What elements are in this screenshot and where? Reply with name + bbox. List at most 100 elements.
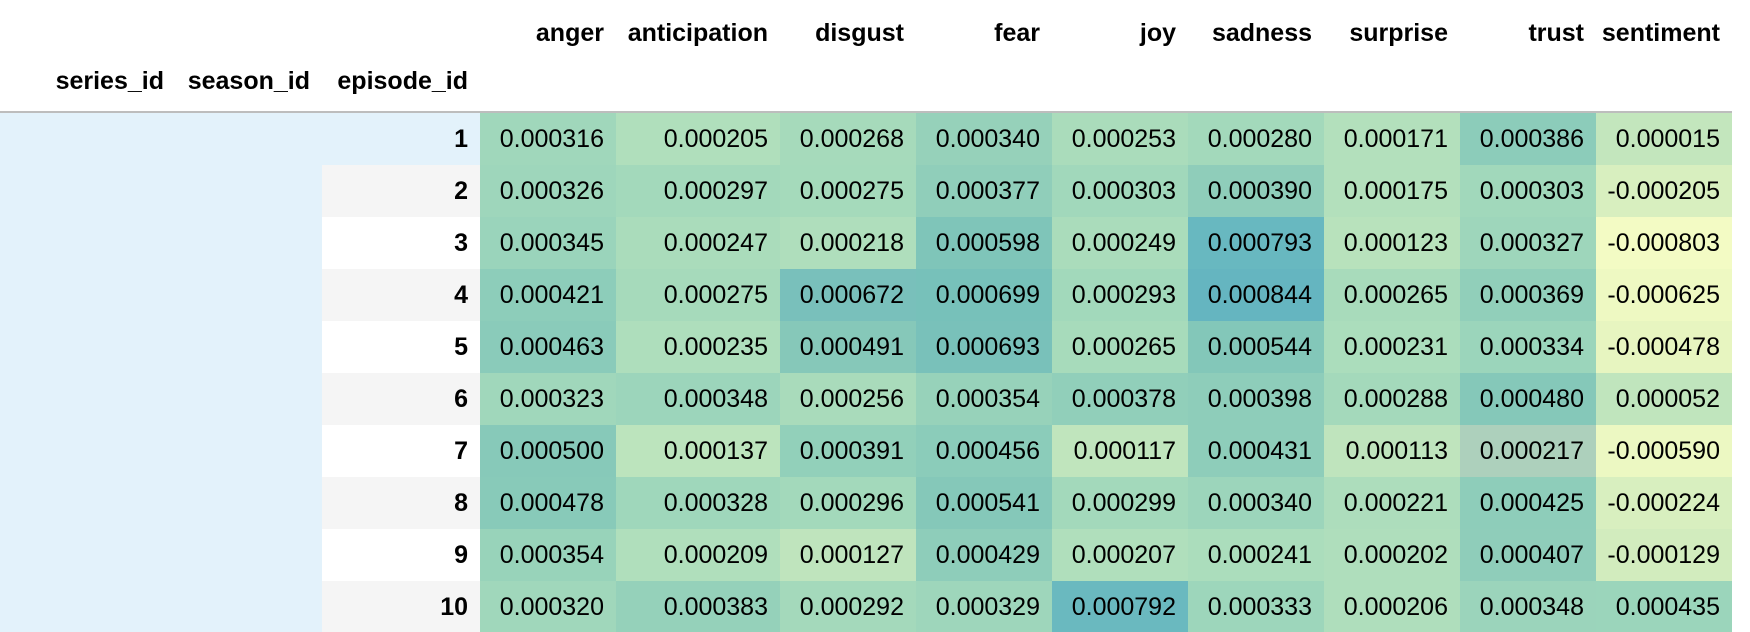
cell-anticipation: 0.000205: [616, 112, 780, 165]
column-header-anger: anger: [535, 19, 604, 47]
column-header-joy: joy: [1139, 19, 1176, 47]
cell-disgust: 0.000256: [780, 373, 916, 425]
index-name-episode-id: episode_id: [322, 67, 480, 113]
series-id-index-cell: [0, 217, 176, 269]
cell-joy: 0.000207: [1052, 529, 1188, 581]
episode-id-index-cell: 3: [322, 217, 480, 269]
season-id-index-cell: [176, 269, 322, 321]
season-id-index-cell: [176, 529, 322, 581]
cell-trust: 0.000303: [1460, 165, 1596, 217]
cell-sadness: 0.000431: [1188, 425, 1324, 477]
cell-joy: 0.000299: [1052, 477, 1188, 529]
column-header-sadness: sadness: [1211, 19, 1312, 47]
cell-disgust: 0.000127: [780, 529, 916, 581]
cell-joy: 0.000378: [1052, 373, 1188, 425]
season-id-index-cell: [176, 165, 322, 217]
cell-anger: 0.000323: [480, 373, 616, 425]
cell-anticipation: 0.000247: [616, 217, 780, 269]
season-id-index-cell: [176, 321, 322, 373]
dataframe-body: 1 0.000316 0.000205 0.000268 0.000340 0.00025…: [0, 112, 1732, 632]
cell-sadness: 0.000793: [1188, 217, 1324, 269]
season-id-index-cell: [176, 373, 322, 425]
cell-fear: 0.000699: [916, 269, 1052, 321]
index-name-row: series_id season_id episode_id: [0, 67, 1732, 113]
column-header-surprise: surprise: [1349, 19, 1448, 47]
table-row: 5 0.000463 0.000235 0.000491 0.000693 0.00026…: [0, 321, 1732, 373]
cell-sadness: 0.000398: [1188, 373, 1324, 425]
cell-joy: 0.000117: [1052, 425, 1188, 477]
table-row: 7 0.000500 0.000137 0.000391 0.000456 0.00011…: [0, 425, 1732, 477]
cell-surprise: 0.000175: [1324, 165, 1460, 217]
cell-sadness: 0.000241: [1188, 529, 1324, 581]
cell-fear: 0.000456: [916, 425, 1052, 477]
table-row: 8 0.000478 0.000328 0.000296 0.000541 0.00029…: [0, 477, 1732, 529]
index-name-season-id: season_id: [176, 67, 322, 113]
cell-sadness: 0.000544: [1188, 321, 1324, 373]
cell-fear: 0.000377: [916, 165, 1052, 217]
index-name-series-id: series_id: [0, 67, 176, 113]
cell-sadness: 0.000844: [1188, 269, 1324, 321]
episode-id-index-cell: 8: [322, 477, 480, 529]
cell-surprise: 0.000113: [1324, 425, 1460, 477]
column-header-disgust: disgust: [815, 19, 904, 47]
cell-trust: 0.000348: [1460, 581, 1596, 632]
cell-surprise: 0.000231: [1324, 321, 1460, 373]
cell-surprise: 0.000288: [1324, 373, 1460, 425]
blank-header-cell: [0, 0, 176, 67]
episode-id-index-cell: 9: [322, 529, 480, 581]
cell-anticipation: 0.000328: [616, 477, 780, 529]
cell-sadness: 0.000340: [1188, 477, 1324, 529]
cell-sentiment: -0.000478: [1596, 321, 1732, 373]
cell-anger: 0.000463: [480, 321, 616, 373]
series-id-index-cell: [0, 529, 176, 581]
cell-sentiment: -0.000803: [1596, 217, 1732, 269]
cell-trust: 0.000425: [1460, 477, 1596, 529]
column-header-fear: fear: [994, 19, 1040, 47]
season-id-index-cell: [176, 425, 322, 477]
cell-sentiment: 0.000435: [1596, 581, 1732, 632]
season-id-index-cell: [176, 217, 322, 269]
cell-joy: 0.000249: [1052, 217, 1188, 269]
series-id-index-cell: [0, 321, 176, 373]
series-id-index-cell: [0, 112, 176, 165]
cell-fear: 0.000541: [916, 477, 1052, 529]
cell-surprise: 0.000221: [1324, 477, 1460, 529]
series-id-index-cell: [0, 165, 176, 217]
cell-disgust: 0.000391: [780, 425, 916, 477]
episode-id-index-cell: 2: [322, 165, 480, 217]
cell-sentiment: -0.000224: [1596, 477, 1732, 529]
cell-anger: 0.000345: [480, 217, 616, 269]
cell-trust: 0.000386: [1460, 112, 1596, 165]
table-row: 10 0.000320 0.000383 0.000292 0.000329 0.0007…: [0, 581, 1732, 632]
cell-anticipation: 0.000209: [616, 529, 780, 581]
table-row: 6 0.000323 0.000348 0.000256 0.000354 0.00037…: [0, 373, 1732, 425]
season-id-index-cell: [176, 477, 322, 529]
season-id-index-cell: [176, 581, 322, 632]
cell-trust: 0.000217: [1460, 425, 1596, 477]
cell-surprise: 0.000202: [1324, 529, 1460, 581]
blank-header-cell: [176, 0, 322, 67]
cell-joy: 0.000265: [1052, 321, 1188, 373]
cell-joy: 0.000303: [1052, 165, 1188, 217]
cell-surprise: 0.000123: [1324, 217, 1460, 269]
table-row: 1 0.000316 0.000205 0.000268 0.000340 0.00025…: [0, 112, 1732, 165]
series-id-index-cell: [0, 373, 176, 425]
cell-anticipation: 0.000275: [616, 269, 780, 321]
cell-disgust: 0.000292: [780, 581, 916, 632]
cell-trust: 0.000334: [1460, 321, 1596, 373]
cell-surprise: 0.000171: [1324, 112, 1460, 165]
cell-sentiment: -0.000590: [1596, 425, 1732, 477]
series-id-index-cell: [0, 477, 176, 529]
cell-sentiment: 0.000052: [1596, 373, 1732, 425]
cell-fear: 0.000429: [916, 529, 1052, 581]
cell-sadness: 0.000280: [1188, 112, 1324, 165]
column-header-sentiment: sentiment: [1601, 19, 1720, 47]
episode-id-index-cell: 6: [322, 373, 480, 425]
cell-disgust: 0.000275: [780, 165, 916, 217]
cell-anticipation: 0.000137: [616, 425, 780, 477]
cell-fear: 0.000693: [916, 321, 1052, 373]
series-id-index-cell: [0, 269, 176, 321]
cell-sentiment: -0.000205: [1596, 165, 1732, 217]
